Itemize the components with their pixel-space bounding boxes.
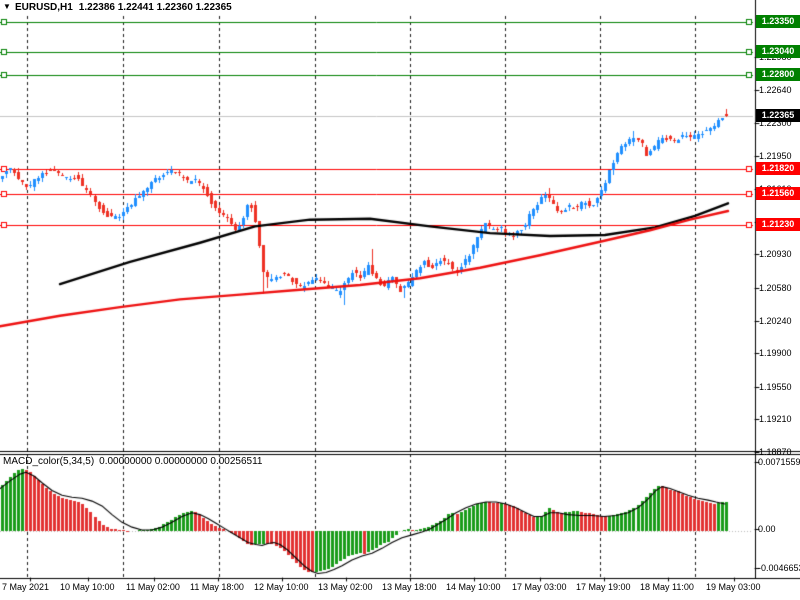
indicator-header: MACD_color(5,34,5) 0.00000000 0.00000000 … bbox=[3, 456, 262, 467]
indicator-values: 0.00000000 0.00000000 0.00256511 bbox=[99, 456, 263, 467]
symbol-dropdown-arrow[interactable]: ▼ bbox=[3, 2, 11, 11]
symbol-timeframe: EURUSD,H1 bbox=[15, 2, 73, 13]
indicator-name: MACD_color(5,34,5) bbox=[3, 456, 95, 467]
chart-header: EURUSD,H1 1.22386 1.22441 1.22360 1.22365 bbox=[15, 2, 232, 13]
ohlc-readout: 1.22386 1.22441 1.22360 1.22365 bbox=[78, 2, 232, 13]
